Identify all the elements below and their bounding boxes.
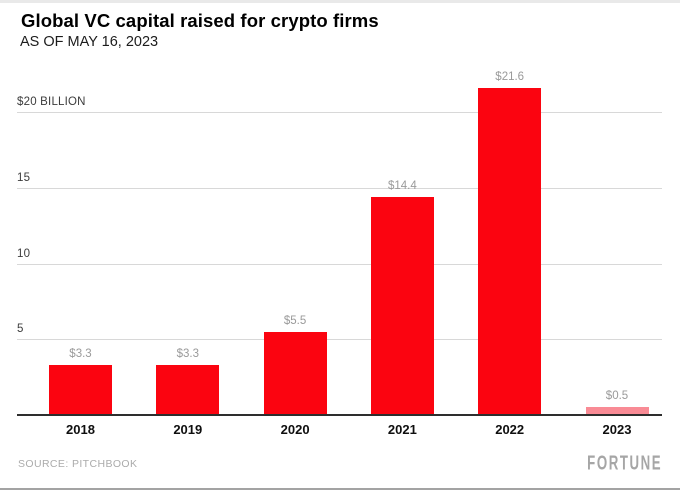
top-border xyxy=(0,0,680,3)
x-tick-label: 2018 xyxy=(66,422,95,437)
y-tick-label: $20 BILLION xyxy=(17,96,86,108)
bar-value-label: $5.5 xyxy=(283,314,307,327)
bottom-border xyxy=(0,488,680,490)
bar-2021 xyxy=(370,196,434,415)
bar-2020 xyxy=(263,331,327,415)
chart-subtitle: AS OF MAY 16, 2023 xyxy=(20,34,159,50)
gridline xyxy=(17,187,662,189)
bar-value-label: $3.3 xyxy=(176,348,199,360)
bar-value-label: $14.4 xyxy=(388,179,417,192)
gridline xyxy=(17,263,662,265)
bar-2018 xyxy=(49,365,112,415)
source-credit: SOURCE: PITCHBOOK xyxy=(18,458,138,470)
gridline xyxy=(17,339,662,341)
bar-2023 xyxy=(585,407,649,415)
bar-value-label: $0.5 xyxy=(605,390,629,403)
y-tick-label: 15 xyxy=(17,171,31,184)
x-tick-label: 2022 xyxy=(495,422,525,437)
chart-title: Global VC capital raised for crypto firm… xyxy=(21,10,379,31)
x-tick-label: 2021 xyxy=(387,422,417,437)
bar-2022 xyxy=(478,87,542,415)
bar-value-label: $3.3 xyxy=(69,348,92,360)
y-tick-label: 10 xyxy=(17,247,31,260)
fortune-logo: FORTUNE xyxy=(586,451,662,475)
bar-value-label: $21.6 xyxy=(495,70,525,83)
gridline xyxy=(17,112,662,113)
x-axis-line xyxy=(17,414,662,416)
x-tick-label: 2019 xyxy=(173,422,203,437)
bar-2019 xyxy=(156,365,220,415)
x-tick-label: 2020 xyxy=(280,422,310,437)
x-tick-label: 2023 xyxy=(602,422,632,437)
y-tick-label: 5 xyxy=(17,323,24,336)
